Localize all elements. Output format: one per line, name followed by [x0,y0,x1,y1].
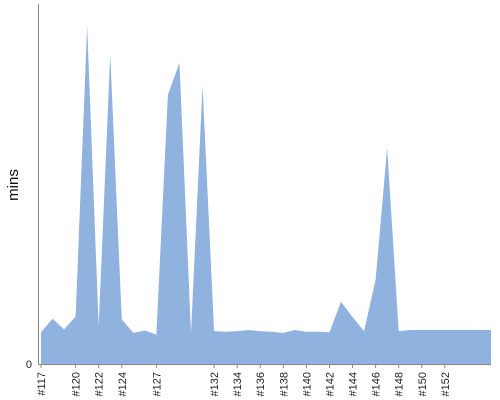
x-tick-label: #120 [71,372,83,396]
x-tick-label: #150 [417,372,429,396]
x-tick-label: #148 [394,372,406,396]
x-tick-group: #117 #120 #122 #124 #127 #132 #134 #136 #138 #140… [36,364,452,396]
x-tick-label: #144 [348,372,360,396]
x-tick-label: #152 [440,372,452,396]
x-tick-label: #117 [36,372,48,396]
x-tick-label: #140 [301,372,313,396]
x-tick-label: #134 [232,372,244,396]
series-area [41,25,491,364]
y-tick-group: 0 [26,359,32,371]
x-tick-label: #122 [94,372,106,396]
x-tick-label: #138 [278,372,290,396]
y-tick-label: 0 [26,359,32,371]
x-tick-label: #136 [255,372,267,396]
x-tick-label: #124 [117,372,129,396]
x-tick-label: #127 [151,372,163,396]
x-tick-label: #142 [324,372,336,396]
x-tick-label: #146 [371,372,383,396]
x-tick-label: #132 [209,372,221,396]
y-axis-title: mins [5,169,22,201]
